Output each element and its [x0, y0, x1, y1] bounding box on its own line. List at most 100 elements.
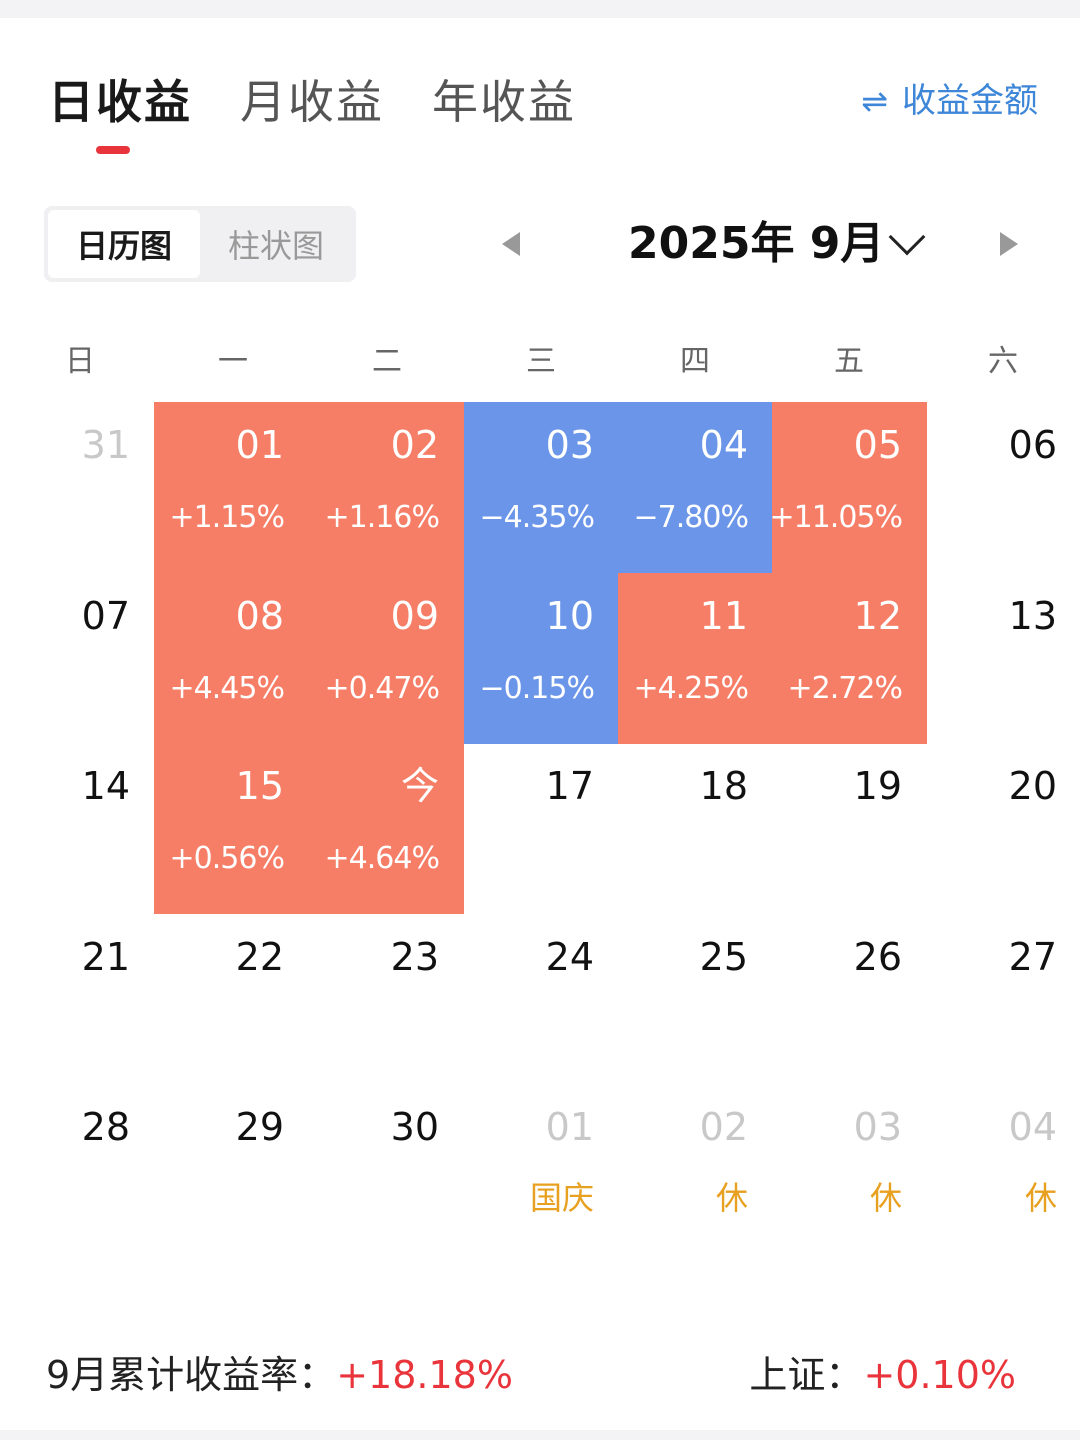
loss-block — [464, 402, 772, 573]
day-number: 08 — [235, 594, 284, 638]
daily-return: +1.16% — [324, 500, 440, 535]
holiday-label: 国庆 — [529, 1179, 594, 1217]
gain-block — [154, 402, 464, 914]
weekday-label: 六 — [988, 344, 1018, 379]
day-number: 30 — [390, 1105, 439, 1149]
calendar-day-cell[interactable]: 24 — [464, 914, 618, 1085]
calendar-day-cell[interactable]: 22 — [154, 914, 308, 1085]
gain-block — [618, 573, 927, 744]
calendar-day-cell[interactable]: 18 — [618, 743, 772, 914]
calendar-day-cell[interactable]: 12 +2.72% — [772, 573, 926, 744]
day-number: 03 — [545, 423, 594, 467]
calendar-day-cell[interactable]: 29 — [154, 1084, 308, 1255]
prev-month-icon[interactable] — [502, 232, 520, 256]
next-month-icon[interactable] — [1000, 232, 1018, 256]
gain-block — [772, 402, 927, 573]
calendar-day-cell[interactable]: 02 休 — [618, 1084, 772, 1255]
daily-return: +4.64% — [324, 841, 440, 876]
daily-return: +0.56% — [169, 841, 285, 876]
daily-return: +2.72% — [787, 671, 903, 706]
calendar-day-cell[interactable]: 26 — [772, 914, 926, 1085]
profit-amount-toggle[interactable]: ⇌ 收益金额 — [861, 80, 1038, 122]
calendar-day-cell[interactable]: 21 — [0, 914, 154, 1085]
calendar-day-cell[interactable]: 03 −4.35% — [464, 402, 618, 573]
calendar-day-cell[interactable]: 今 +4.64% — [309, 743, 463, 914]
day-number: 11 — [699, 594, 748, 638]
day-number: 03 — [853, 1105, 902, 1149]
calendar-day-cell[interactable]: 25 — [618, 914, 772, 1085]
tab-yearly-profit[interactable]: 年收益 — [432, 75, 576, 129]
weekday-label: 日 — [65, 344, 95, 379]
daily-return: +0.47% — [324, 671, 440, 706]
day-number: 01 — [235, 423, 284, 467]
calendar-day-cell[interactable]: 08 +4.45% — [154, 573, 308, 744]
calendar-day-cell[interactable]: 20 — [927, 743, 1080, 914]
calendar-day-cell[interactable]: 01 国庆 — [464, 1084, 618, 1255]
day-number: 13 — [1008, 594, 1057, 638]
calendar-day-cell[interactable]: 23 — [309, 914, 463, 1085]
day-number: 01 — [545, 1105, 594, 1149]
profit-calendar-card: 日收益 月收益 年收益 ⇌ 收益金额 日历图 柱状图 2025年 9月 日 一 二 三… — [0, 18, 1080, 1430]
day-number: 09 — [390, 594, 439, 638]
calendar-day-cell[interactable]: 31 — [0, 402, 154, 573]
day-number: 23 — [390, 935, 439, 979]
day-number: 20 — [1008, 764, 1057, 808]
calendar-day-cell[interactable]: 28 — [0, 1084, 154, 1255]
calendar-day-cell[interactable]: 11 +4.25% — [618, 573, 772, 744]
day-number: 19 — [853, 764, 902, 808]
calendar-day-cell[interactable]: 06 — [927, 402, 1080, 573]
calendar-day-cell[interactable]: 17 — [464, 743, 618, 914]
swap-icon: ⇌ — [861, 82, 888, 120]
calendar-day-cell[interactable]: 10 −0.15% — [464, 573, 618, 744]
loss-block — [464, 573, 618, 744]
daily-return: +4.25% — [633, 671, 749, 706]
day-number: 27 — [1008, 935, 1057, 979]
index-return-value: +0.10% — [863, 1353, 1016, 1397]
profit-amount-label: 收益金额 — [902, 81, 1038, 121]
calendar-view-button[interactable]: 日历图 — [48, 210, 200, 278]
daily-return: +4.45% — [169, 671, 285, 706]
day-number: 25 — [699, 935, 748, 979]
weekday-label: 三 — [526, 344, 556, 379]
day-number: 04 — [1008, 1105, 1057, 1149]
active-tab-indicator — [96, 146, 130, 154]
day-number: 今 — [400, 764, 439, 808]
calendar-day-cell[interactable]: 30 — [309, 1084, 463, 1255]
calendar-day-cell[interactable]: 04 −7.80% — [618, 402, 772, 573]
calendar-day-cell[interactable]: 19 — [772, 743, 926, 914]
tab-daily-profit[interactable]: 日收益 — [48, 75, 192, 129]
tab-monthly-profit[interactable]: 月收益 — [240, 75, 384, 129]
calendar-day-cell[interactable]: 05 +11.05% — [769, 402, 926, 573]
daily-return: −4.35% — [479, 500, 595, 535]
bar-chart-view-button[interactable]: 柱状图 — [227, 227, 324, 265]
day-number: 02 — [699, 1105, 748, 1149]
cumulative-return-label: 9月累计收益率： — [46, 1353, 337, 1397]
calendar-day-cell[interactable]: 04 休 — [927, 1084, 1080, 1255]
daily-return: −0.15% — [479, 671, 595, 706]
day-number: 02 — [390, 423, 439, 467]
day-number: 10 — [545, 594, 594, 638]
view-mode-toggle: 日历图 柱状图 — [44, 206, 356, 282]
index-return: 上证：+0.10% — [749, 1352, 1016, 1398]
day-number: 28 — [81, 1105, 130, 1149]
calendar-day-cell[interactable]: 09 +0.47% — [309, 573, 463, 744]
calendar-day-cell[interactable]: 13 — [927, 573, 1080, 744]
calendar-day-cell[interactable]: 07 — [0, 573, 154, 744]
month-title[interactable]: 2025年 9月 — [628, 218, 885, 269]
daily-return: +11.05% — [769, 500, 903, 535]
calendar-day-cell[interactable]: 01 +1.15% — [154, 402, 308, 573]
calendar-day-cell[interactable]: 14 — [0, 743, 154, 914]
cumulative-return-value: +18.18% — [336, 1353, 513, 1397]
day-number: 15 — [235, 764, 284, 808]
calendar-day-cell[interactable]: 27 — [927, 914, 1080, 1085]
weekday-label: 二 — [372, 344, 402, 379]
calendar-day-cell[interactable]: 15 +0.56% — [154, 743, 308, 914]
weekday-label: 四 — [680, 344, 710, 379]
day-number: 06 — [1008, 423, 1057, 467]
calendar-day-cell[interactable]: 02 +1.16% — [309, 402, 463, 573]
day-number: 04 — [699, 423, 748, 467]
weekday-label: 五 — [834, 344, 864, 379]
calendar-day-cell[interactable]: 03 休 — [772, 1084, 926, 1255]
chevron-down-icon[interactable] — [888, 218, 926, 256]
day-number: 18 — [699, 764, 748, 808]
